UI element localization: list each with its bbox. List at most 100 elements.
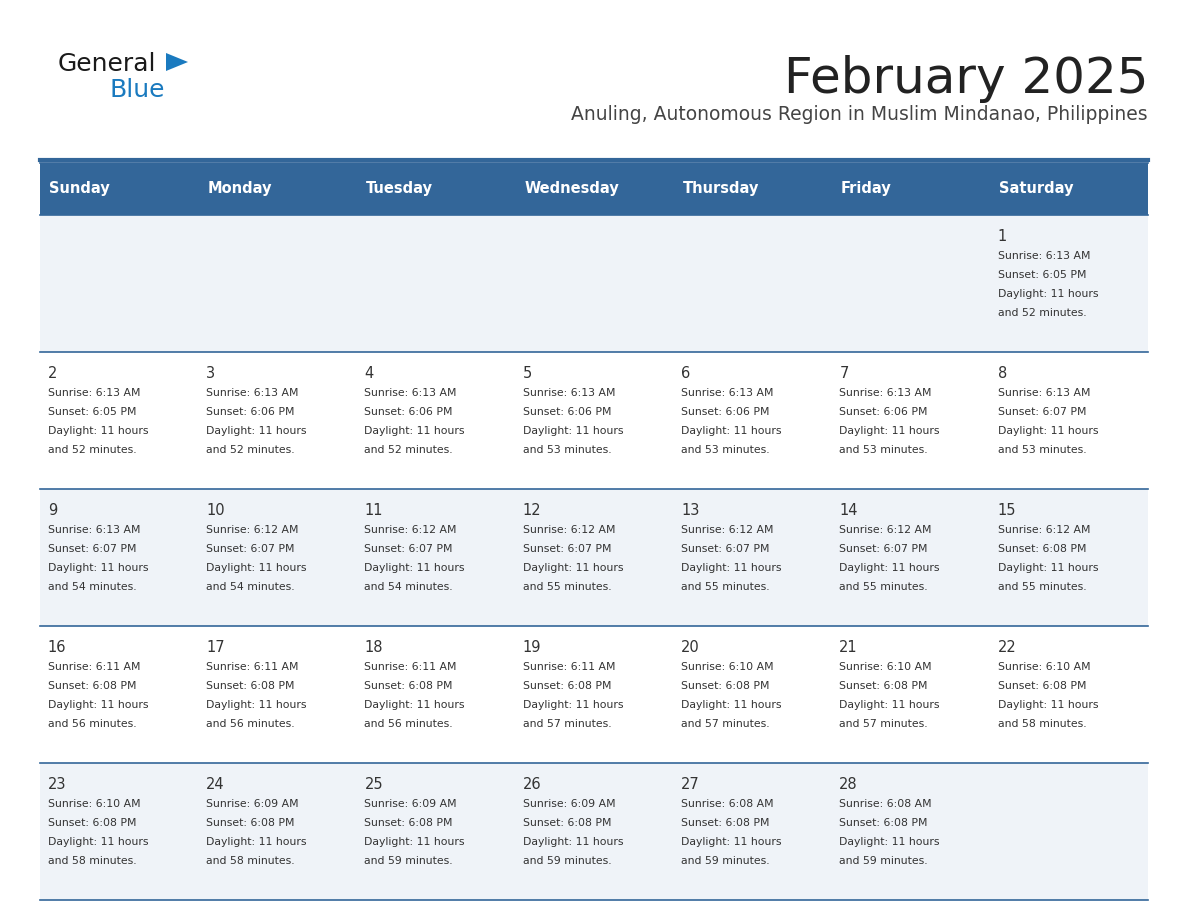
Text: Sunset: 6:06 PM: Sunset: 6:06 PM	[207, 407, 295, 417]
Text: and 59 minutes.: and 59 minutes.	[523, 856, 612, 866]
Text: Daylight: 11 hours: Daylight: 11 hours	[207, 700, 307, 710]
Text: Daylight: 11 hours: Daylight: 11 hours	[998, 700, 1098, 710]
Text: Sunrise: 6:10 AM: Sunrise: 6:10 AM	[840, 662, 931, 672]
Text: Daylight: 11 hours: Daylight: 11 hours	[840, 563, 940, 573]
Text: 4: 4	[365, 366, 374, 381]
Text: 25: 25	[365, 777, 383, 792]
Text: Sunrise: 6:12 AM: Sunrise: 6:12 AM	[523, 525, 615, 535]
Text: and 59 minutes.: and 59 minutes.	[365, 856, 453, 866]
Text: and 53 minutes.: and 53 minutes.	[523, 445, 612, 455]
Text: and 56 minutes.: and 56 minutes.	[48, 719, 137, 729]
Text: and 58 minutes.: and 58 minutes.	[998, 719, 1086, 729]
Bar	[40, 352, 1148, 489]
Text: 22: 22	[998, 640, 1017, 655]
Text: Sunset: 6:06 PM: Sunset: 6:06 PM	[365, 407, 453, 417]
Text: Sunset: 6:08 PM: Sunset: 6:08 PM	[681, 818, 770, 828]
Text: 19: 19	[523, 640, 542, 655]
Text: Daylight: 11 hours: Daylight: 11 hours	[365, 563, 465, 573]
Text: Sunset: 6:06 PM: Sunset: 6:06 PM	[840, 407, 928, 417]
Text: Sunset: 6:08 PM: Sunset: 6:08 PM	[365, 681, 453, 691]
Text: 10: 10	[207, 503, 225, 518]
Text: 23: 23	[48, 777, 67, 792]
Text: 12: 12	[523, 503, 542, 518]
Text: and 57 minutes.: and 57 minutes.	[681, 719, 770, 729]
Text: Sunrise: 6:12 AM: Sunrise: 6:12 AM	[681, 525, 773, 535]
Text: 5: 5	[523, 366, 532, 381]
Text: Sunrise: 6:08 AM: Sunrise: 6:08 AM	[681, 799, 773, 809]
Text: Wednesday: Wednesday	[524, 182, 619, 196]
Text: Daylight: 11 hours: Daylight: 11 hours	[207, 563, 307, 573]
Text: 16: 16	[48, 640, 67, 655]
Text: Daylight: 11 hours: Daylight: 11 hours	[48, 700, 148, 710]
Text: Sunset: 6:08 PM: Sunset: 6:08 PM	[207, 681, 295, 691]
Text: 3: 3	[207, 366, 215, 381]
Text: Sunrise: 6:13 AM: Sunrise: 6:13 AM	[207, 388, 298, 398]
Text: Daylight: 11 hours: Daylight: 11 hours	[48, 837, 148, 847]
Text: Daylight: 11 hours: Daylight: 11 hours	[365, 700, 465, 710]
Text: 1: 1	[998, 229, 1007, 244]
Text: Daylight: 11 hours: Daylight: 11 hours	[48, 426, 148, 436]
Text: Sunset: 6:08 PM: Sunset: 6:08 PM	[681, 681, 770, 691]
Text: 2: 2	[48, 366, 57, 381]
Text: and 54 minutes.: and 54 minutes.	[365, 582, 453, 592]
Text: Friday: Friday	[841, 182, 892, 196]
Text: Sunrise: 6:11 AM: Sunrise: 6:11 AM	[365, 662, 457, 672]
Text: Sunrise: 6:13 AM: Sunrise: 6:13 AM	[523, 388, 615, 398]
Polygon shape	[166, 53, 188, 71]
Text: 24: 24	[207, 777, 225, 792]
Text: Daylight: 11 hours: Daylight: 11 hours	[365, 426, 465, 436]
Text: Blue: Blue	[110, 78, 165, 102]
Text: Sunset: 6:07 PM: Sunset: 6:07 PM	[48, 544, 137, 554]
Text: Sunrise: 6:12 AM: Sunrise: 6:12 AM	[207, 525, 298, 535]
Text: Sunrise: 6:12 AM: Sunrise: 6:12 AM	[365, 525, 457, 535]
Text: Sunset: 6:07 PM: Sunset: 6:07 PM	[523, 544, 612, 554]
Bar	[40, 626, 1148, 763]
Text: 9: 9	[48, 503, 57, 518]
Text: and 55 minutes.: and 55 minutes.	[998, 582, 1086, 592]
Text: Sunset: 6:08 PM: Sunset: 6:08 PM	[523, 818, 612, 828]
Text: Sunset: 6:06 PM: Sunset: 6:06 PM	[681, 407, 770, 417]
Text: 7: 7	[840, 366, 848, 381]
Text: 11: 11	[365, 503, 383, 518]
Text: Sunrise: 6:13 AM: Sunrise: 6:13 AM	[840, 388, 931, 398]
Text: and 58 minutes.: and 58 minutes.	[207, 856, 295, 866]
Text: Sunset: 6:07 PM: Sunset: 6:07 PM	[207, 544, 295, 554]
Text: Sunrise: 6:11 AM: Sunrise: 6:11 AM	[207, 662, 298, 672]
Text: Sunrise: 6:12 AM: Sunrise: 6:12 AM	[840, 525, 931, 535]
Text: and 54 minutes.: and 54 minutes.	[207, 582, 295, 592]
Text: 17: 17	[207, 640, 225, 655]
Text: Sunset: 6:06 PM: Sunset: 6:06 PM	[523, 407, 612, 417]
Text: Sunrise: 6:13 AM: Sunrise: 6:13 AM	[998, 251, 1091, 261]
Text: and 52 minutes.: and 52 minutes.	[207, 445, 295, 455]
Text: and 59 minutes.: and 59 minutes.	[681, 856, 770, 866]
Text: Sunset: 6:07 PM: Sunset: 6:07 PM	[840, 544, 928, 554]
Text: 13: 13	[681, 503, 700, 518]
Text: 20: 20	[681, 640, 700, 655]
Text: and 52 minutes.: and 52 minutes.	[998, 308, 1086, 318]
Text: Daylight: 11 hours: Daylight: 11 hours	[207, 426, 307, 436]
Text: Sunrise: 6:13 AM: Sunrise: 6:13 AM	[48, 525, 140, 535]
Text: Daylight: 11 hours: Daylight: 11 hours	[523, 426, 624, 436]
Text: Daylight: 11 hours: Daylight: 11 hours	[681, 837, 782, 847]
Text: Daylight: 11 hours: Daylight: 11 hours	[523, 700, 624, 710]
Text: Sunset: 6:08 PM: Sunset: 6:08 PM	[207, 818, 295, 828]
Text: and 56 minutes.: and 56 minutes.	[365, 719, 453, 729]
Text: Sunrise: 6:13 AM: Sunrise: 6:13 AM	[998, 388, 1091, 398]
Text: 14: 14	[840, 503, 858, 518]
Text: and 58 minutes.: and 58 minutes.	[48, 856, 137, 866]
Text: Sunrise: 6:10 AM: Sunrise: 6:10 AM	[998, 662, 1091, 672]
Text: and 53 minutes.: and 53 minutes.	[681, 445, 770, 455]
Text: Sunset: 6:08 PM: Sunset: 6:08 PM	[998, 681, 1086, 691]
Text: Daylight: 11 hours: Daylight: 11 hours	[840, 700, 940, 710]
Text: 18: 18	[365, 640, 383, 655]
Text: Sunrise: 6:13 AM: Sunrise: 6:13 AM	[681, 388, 773, 398]
Text: Tuesday: Tuesday	[366, 182, 434, 196]
Bar	[40, 215, 1148, 352]
Bar	[40, 763, 1148, 900]
Text: Sunset: 6:08 PM: Sunset: 6:08 PM	[48, 681, 137, 691]
Text: and 55 minutes.: and 55 minutes.	[681, 582, 770, 592]
Text: 15: 15	[998, 503, 1016, 518]
Text: Daylight: 11 hours: Daylight: 11 hours	[523, 563, 624, 573]
Text: Sunrise: 6:13 AM: Sunrise: 6:13 AM	[48, 388, 140, 398]
Text: and 55 minutes.: and 55 minutes.	[523, 582, 612, 592]
